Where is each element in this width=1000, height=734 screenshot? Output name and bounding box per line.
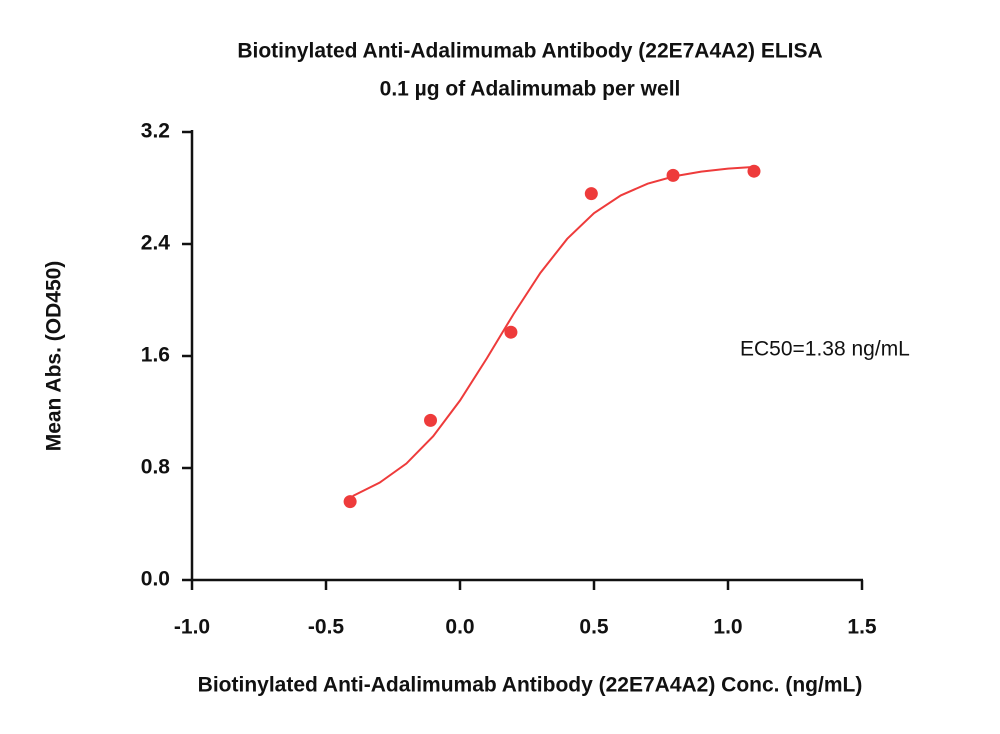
annotation: EC50=1.38 ng/mL [740, 338, 910, 361]
data-point [424, 413, 438, 427]
x-tick-label: 0.0 [445, 616, 474, 639]
x-tick-label: 0.5 [579, 616, 609, 639]
y-tick-label: 2.4 [141, 232, 171, 255]
x-axis-label: Biotinylated Anti-Adalimumab Antibody (2… [198, 674, 863, 697]
data-point [747, 164, 761, 178]
y-tick-label: 0.0 [141, 568, 170, 591]
chart-subtitle: 0.1 µg of Adalimumab per well [380, 78, 681, 101]
data-point [666, 168, 680, 182]
x-tick-label: 1.0 [713, 616, 742, 639]
chart-title: Biotinylated Anti-Adalimumab Antibody (2… [237, 40, 822, 63]
x-tick-label: -1.0 [174, 616, 210, 639]
data-point [343, 495, 357, 509]
y-tick-label: 3.2 [141, 120, 170, 143]
data-point [504, 325, 518, 339]
data-point [584, 187, 598, 201]
y-axis-label: Mean Abs. (OD450) [43, 261, 66, 452]
y-tick-label: 0.8 [141, 456, 171, 479]
x-tick-label: -0.5 [308, 616, 345, 639]
fit-curve [352, 165, 755, 497]
x-tick-label: 1.5 [847, 616, 877, 639]
y-tick-label: 1.6 [141, 344, 170, 367]
